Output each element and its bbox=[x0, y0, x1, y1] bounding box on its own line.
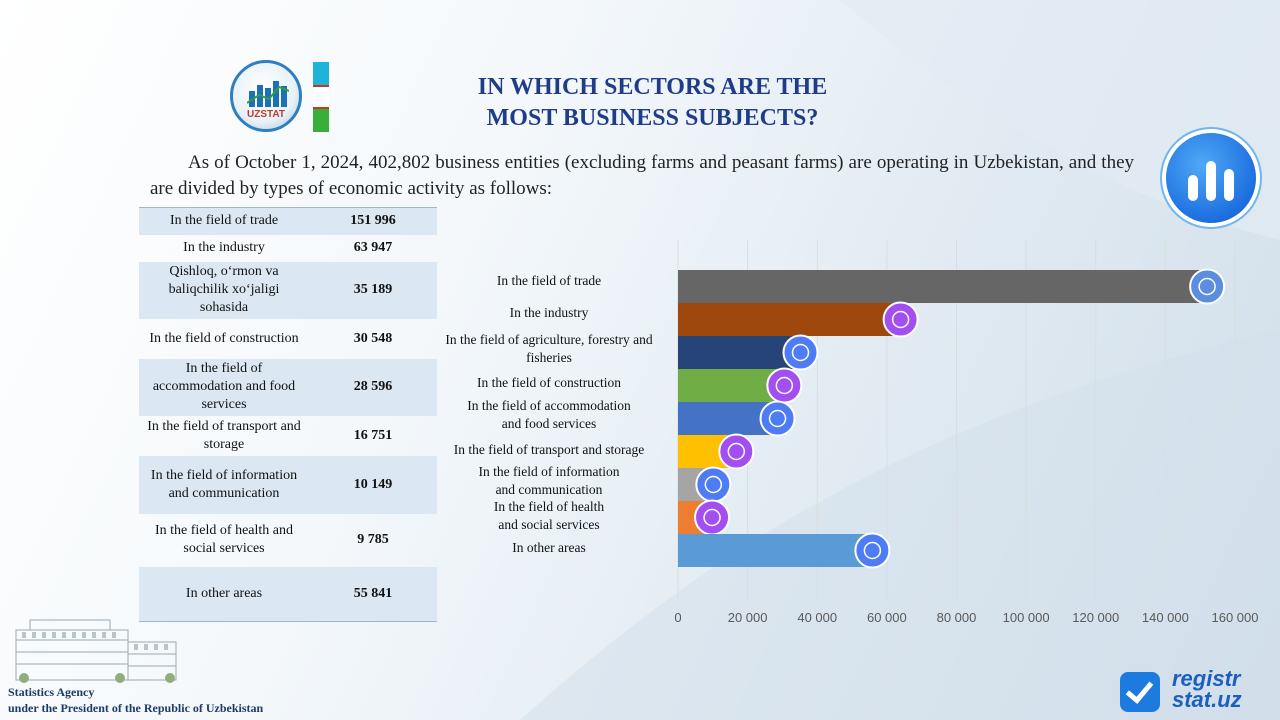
table-row: Qishloq, o‘rmon va baliqchilik xo‘jaligi… bbox=[139, 261, 437, 319]
brand-wordmark: registr stat.uz bbox=[1172, 666, 1242, 712]
hotel-icon bbox=[759, 400, 796, 437]
table-cell-label: In the field of construction bbox=[149, 330, 299, 346]
crane-icon bbox=[766, 367, 803, 404]
category-label: In the field of transport and storage bbox=[454, 442, 644, 457]
title-line-1: IN WHICH SECTORS ARE THE bbox=[477, 74, 828, 100]
truck-icon bbox=[718, 433, 755, 470]
table-cell-label: In the field of transport and storage bbox=[147, 418, 301, 452]
category-label: In the field of accommodation and food se… bbox=[467, 398, 631, 431]
table-cell-label: In the field of information and communic… bbox=[139, 455, 309, 514]
table-cell-value: 151 996 bbox=[309, 207, 437, 235]
category-label: In the industry bbox=[510, 305, 589, 320]
x-tick-label: 80 000 bbox=[937, 610, 977, 625]
table-row: In the industry 63 947 bbox=[139, 235, 437, 262]
factory-icon bbox=[882, 301, 919, 338]
x-tick-label: 40 000 bbox=[797, 610, 837, 625]
x-tick-label: 100 000 bbox=[1003, 610, 1050, 625]
agency-line-1: Statistics Agency bbox=[8, 685, 95, 699]
agency-building-icon bbox=[15, 619, 177, 683]
x-tick-label: 120 000 bbox=[1072, 610, 1119, 625]
checkmark-icon bbox=[1120, 672, 1160, 712]
uzstat-logo: UZSTAT bbox=[230, 60, 302, 132]
table-row: In the field of transport and storage 16 … bbox=[139, 416, 437, 456]
registr-stat-logo[interactable]: registr stat.uz bbox=[1120, 668, 1270, 714]
table-row: In the field of accommodation and food s… bbox=[139, 358, 437, 416]
category-label: In the field of agriculture, forestry an… bbox=[445, 332, 653, 365]
bar bbox=[678, 303, 901, 336]
table-cell-label: Qishloq, o‘rmon va baliqchilik xo‘jaligi… bbox=[139, 261, 309, 319]
tractor-icon bbox=[782, 334, 819, 371]
logo-text: UZSTAT bbox=[247, 109, 285, 120]
table-cell-value: 16 751 bbox=[353, 427, 393, 443]
table-cell-label: In other areas bbox=[139, 566, 309, 622]
bar bbox=[678, 534, 873, 567]
table-row: In the field of health and social servic… bbox=[139, 514, 437, 567]
table-cell-value: 10 149 bbox=[309, 455, 437, 514]
more-icon bbox=[854, 532, 891, 569]
agency-line-2: under the President of the Republic of U… bbox=[8, 701, 264, 715]
category-label: In the field of information and communica… bbox=[479, 464, 620, 497]
table-cell-value: 63 947 bbox=[353, 240, 393, 255]
x-tick-label: 140 000 bbox=[1142, 610, 1189, 625]
bar bbox=[678, 336, 801, 369]
table-row: In the field of construction 30 548 bbox=[139, 319, 437, 359]
table-cell-label: In the industry bbox=[183, 240, 265, 255]
table-cell-value: 35 189 bbox=[309, 261, 437, 319]
x-tick-label: 20 000 bbox=[728, 610, 768, 625]
table-cell-value: 30 548 bbox=[353, 330, 393, 346]
table-cell-value: 9 785 bbox=[357, 532, 389, 547]
category-label: In the field of health and social service… bbox=[494, 499, 604, 532]
intro-text: As of October 1, 2024, 402,802 business … bbox=[150, 152, 1134, 199]
health-icon bbox=[694, 499, 731, 536]
page-title: IN WHICH SECTORS ARE THE MOST BUSINESS S… bbox=[360, 72, 945, 134]
table-row: In the field of information and communic… bbox=[139, 455, 437, 514]
table-cell-label: In the field of health and social servic… bbox=[154, 523, 293, 556]
x-tick-label: 0 bbox=[674, 610, 681, 625]
table-row: In the field of trade 151 996 bbox=[139, 207, 437, 235]
sector-table: In the field of trade 151 996 In the indus… bbox=[139, 207, 437, 622]
agency-name: Statistics Agency under the President of… bbox=[8, 684, 263, 716]
brand-line-1: registr bbox=[1172, 666, 1241, 691]
table-cell-label: In the field of trade bbox=[139, 207, 309, 235]
shop-icon bbox=[1189, 268, 1226, 305]
uzbekistan-flag-icon bbox=[313, 62, 329, 132]
table-cell-label: In the field of accommodation and food s… bbox=[139, 358, 309, 416]
bar-chart-icon bbox=[1166, 133, 1256, 223]
brand-line-2: stat.uz bbox=[1172, 687, 1242, 712]
bar bbox=[678, 270, 1208, 303]
x-tick-label: 160 000 bbox=[1212, 610, 1259, 625]
category-label: In the field of construction bbox=[477, 375, 621, 390]
x-tick-label: 60 000 bbox=[867, 610, 907, 625]
table-cell-value: 28 596 bbox=[309, 358, 437, 416]
title-line-2: MOST BUSINESS SUBJECTS? bbox=[486, 105, 819, 131]
category-label: In the field of trade bbox=[497, 273, 601, 288]
table-cell-value: 55 841 bbox=[309, 566, 437, 622]
table-row: In other areas 55 841 bbox=[139, 566, 437, 622]
network-icon bbox=[695, 466, 732, 503]
category-label: In other areas bbox=[512, 540, 585, 555]
